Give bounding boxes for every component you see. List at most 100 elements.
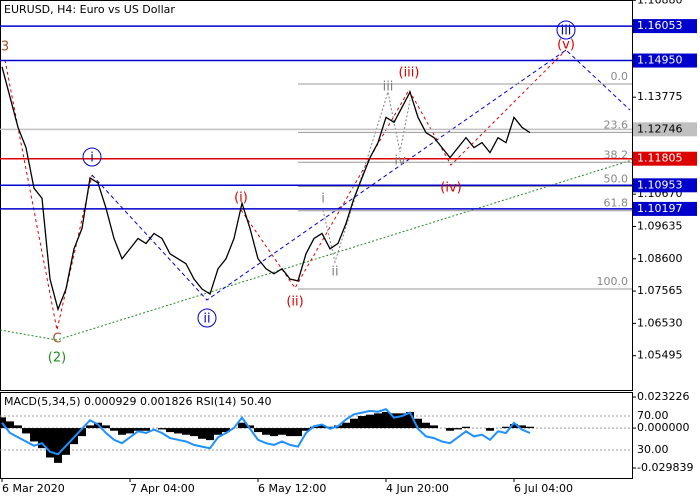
fib-label: 23.6: [604, 118, 629, 131]
macd-bar: [486, 428, 494, 431]
macd-bar: [214, 428, 222, 435]
macd-bar: [286, 428, 294, 437]
wave-circle: [82, 147, 102, 167]
trend-line: [0, 159, 633, 341]
macd-bar: [302, 428, 310, 431]
macd-bar: [350, 418, 358, 429]
macd-bar: [166, 428, 174, 433]
macd-bar: [518, 425, 526, 429]
fib-label: 50.0: [604, 172, 629, 185]
price-box: [633, 151, 697, 166]
macd-bar: [6, 421, 14, 429]
wave-label: i: [321, 192, 325, 207]
fib-label: 0.0: [611, 70, 629, 83]
wave-label: (2): [48, 351, 66, 366]
y-tick-label: 1.08600: [637, 252, 683, 265]
price-line: [1, 66, 531, 312]
macd-bar: [182, 428, 190, 435]
wave-label: (i): [234, 191, 248, 206]
wave-label: iii: [383, 80, 394, 95]
wave-label: (v): [557, 38, 575, 53]
macd-bar: [326, 426, 334, 429]
macd-bar: [222, 428, 230, 433]
macd-bar: [254, 428, 262, 433]
price-label: 1.10953: [637, 178, 683, 191]
macd-bar: [374, 413, 382, 429]
macd-bar: [86, 425, 94, 429]
wave-line: [4, 59, 93, 331]
price-box: [633, 122, 697, 137]
y-tick-label: 1.06530: [637, 316, 683, 329]
y2-tick-label: 30.00: [637, 443, 669, 456]
y-tick-label: 1.13775: [637, 90, 683, 103]
main-frame: [0, 0, 633, 391]
wave-circle: [556, 20, 576, 40]
macd-bar: [110, 428, 118, 431]
wave-line: [91, 49, 631, 301]
macd-bar: [46, 428, 54, 458]
macd-bar: [38, 428, 46, 449]
price-label: 1.14950: [637, 54, 683, 67]
macd-bar: [342, 422, 350, 429]
x-tick-label: 4 Jun 20:00: [386, 482, 449, 495]
price-box: [633, 178, 697, 193]
x-tick-label: 6 Mar 2020: [2, 482, 65, 495]
y-tick-label: 0.023226: [637, 390, 690, 403]
macd-bar: [446, 428, 454, 431]
rsi-line: [1, 408, 531, 456]
macd-bar: [54, 428, 62, 463]
macd-bar: [358, 416, 366, 429]
wave-label: C: [52, 332, 61, 347]
wave-label: (iv): [440, 181, 461, 196]
macd-bar: [262, 428, 270, 435]
macd-bar: [246, 425, 254, 429]
price-box: [633, 53, 697, 68]
wave-line: [240, 49, 567, 289]
indicator-title: MACD(5,34,5) 0.000929 0.001826 RSI(14) 5…: [4, 395, 271, 408]
macd-bar: [382, 412, 390, 429]
price-label: 1.10197: [637, 202, 683, 215]
macd-bar: [206, 428, 214, 441]
macd-bar: [78, 428, 86, 437]
macd-bar: [278, 428, 286, 435]
macd-bar: [198, 428, 206, 439]
macd-bar: [454, 428, 462, 430]
fib-label: 61.8: [604, 197, 629, 210]
macd-bar: [390, 413, 398, 429]
macd-bar: [126, 428, 134, 434]
macd-bar: [398, 413, 406, 429]
macd-bar: [102, 425, 110, 429]
price-box: [633, 201, 697, 216]
y-tick-label: 1.05495: [637, 349, 683, 362]
price-label: 1.12746: [637, 122, 683, 135]
macd-bar: [406, 412, 414, 429]
macd-bar: [142, 428, 150, 431]
macd-bar: [414, 418, 422, 429]
y2-tick-label: 70.00: [637, 409, 669, 422]
macd-bar: [462, 426, 470, 429]
wave-label: (ii): [286, 295, 303, 310]
wave-label: i: [90, 151, 94, 166]
price-label: 1.16053: [637, 19, 683, 32]
wave-label: ii: [203, 312, 210, 327]
macd-bar: [510, 424, 518, 429]
x-tick-label: 6 Jul 04:00: [514, 482, 573, 495]
macd-bar: [118, 428, 126, 435]
macd-bar: [238, 422, 246, 429]
wave-label: ii: [331, 265, 338, 280]
macd-bar: [30, 428, 38, 442]
macd-bar: [190, 428, 198, 437]
fib-label: 100.0: [597, 275, 629, 288]
chart-title: EURUSD, H4: Euro vs US Dollar: [4, 3, 175, 16]
wave-label: 3: [1, 40, 9, 55]
macd-bar: [430, 425, 438, 429]
wave-label: iii: [561, 24, 572, 39]
macd-bar: [158, 428, 166, 430]
y-tick-label: 1.09635: [637, 219, 683, 232]
macd-bar: [294, 428, 302, 437]
macd-bar: [22, 428, 30, 434]
wave-circle: [197, 308, 217, 328]
price-label: 1.11805: [637, 152, 683, 165]
x-tick-label: 6 May 12:00: [258, 482, 326, 495]
